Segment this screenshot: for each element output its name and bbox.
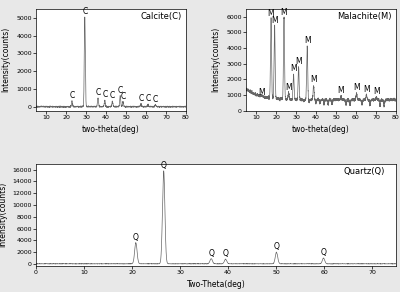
Text: M: M: [281, 8, 287, 17]
Text: M: M: [304, 36, 310, 45]
Text: C: C: [82, 7, 88, 16]
Text: M: M: [258, 88, 265, 97]
Text: C: C: [138, 94, 144, 103]
Text: Malachite(M): Malachite(M): [337, 12, 392, 21]
Text: Quartz(Q): Quartz(Q): [344, 167, 385, 176]
Text: C: C: [102, 90, 108, 99]
Text: C: C: [120, 92, 126, 101]
Text: C: C: [95, 88, 101, 98]
Text: Q: Q: [274, 242, 280, 251]
Text: M: M: [268, 9, 274, 18]
Text: Q: Q: [133, 233, 139, 242]
X-axis label: Two-Theta(deg): Two-Theta(deg): [187, 280, 245, 289]
Text: M: M: [373, 87, 380, 96]
Text: M: M: [310, 75, 317, 84]
X-axis label: two-theta(deg): two-theta(deg): [292, 126, 350, 134]
Text: M: M: [353, 83, 360, 92]
Text: C: C: [145, 94, 151, 103]
Text: Q: Q: [320, 248, 326, 257]
Text: C: C: [69, 91, 75, 100]
Text: Q: Q: [223, 249, 228, 258]
Text: M: M: [271, 16, 278, 25]
Text: C: C: [118, 86, 123, 95]
Y-axis label: Intensity(counts): Intensity(counts): [212, 27, 221, 92]
Text: Q: Q: [208, 249, 214, 258]
Text: Q: Q: [161, 161, 167, 170]
Text: M: M: [363, 85, 370, 94]
Text: Calcite(C): Calcite(C): [140, 12, 182, 21]
Y-axis label: Intensity(counts): Intensity(counts): [2, 27, 11, 92]
Text: C: C: [153, 95, 158, 104]
Text: M: M: [290, 65, 297, 73]
Text: M: M: [338, 86, 344, 95]
Text: M: M: [295, 57, 302, 65]
X-axis label: two-theta(deg): two-theta(deg): [82, 126, 140, 134]
Text: C: C: [110, 91, 115, 100]
Text: M: M: [285, 83, 292, 92]
Y-axis label: Intensity(counts): Intensity(counts): [0, 182, 7, 247]
